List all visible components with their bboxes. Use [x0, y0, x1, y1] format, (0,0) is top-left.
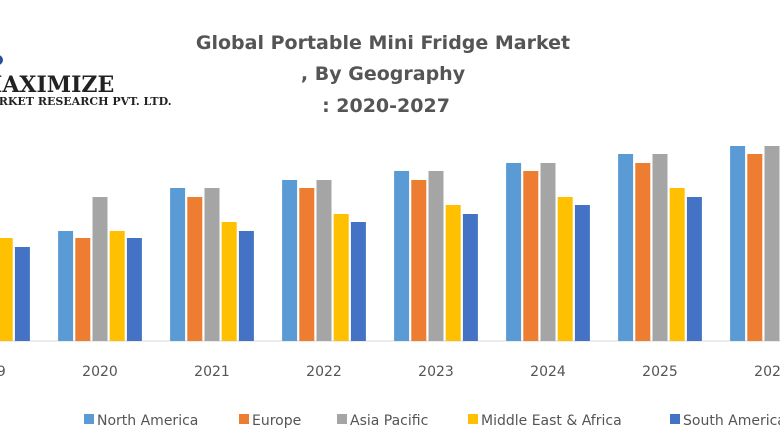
logo: MAXIMIZE MARKET RESEARCH PVT. LTD. — [0, 55, 172, 108]
title-line-2: , By Geography — [301, 63, 466, 85]
legend-label: Middle East & Africa — [481, 413, 622, 429]
bar-2023-north-america — [394, 171, 410, 341]
x-tick-2022: 2022 — [306, 364, 342, 380]
legend-item-asia-pacific: Asia Pacific — [337, 413, 428, 429]
title-line-1: Global Portable Mini Fridge Market — [196, 32, 570, 54]
legend-item-north-america: North America — [84, 413, 198, 429]
bar-2021-south-america — [238, 231, 254, 341]
bar-2025-europe — [635, 163, 651, 341]
legend-label: South America — [683, 413, 780, 429]
bar-2021-middle-east-africa — [221, 222, 237, 341]
bar-2026-europe — [747, 154, 763, 341]
bar-2025-asia-pacific — [652, 154, 668, 341]
bar-2022-north-america — [282, 180, 298, 341]
bar-2021-europe — [187, 197, 203, 341]
x-tick-2026: 2026 — [754, 364, 780, 380]
bar-2024-europe — [523, 171, 539, 341]
bar-2025-south-america — [686, 197, 702, 341]
bar-2021-north-america — [170, 188, 186, 341]
bar-2023-europe — [411, 180, 427, 341]
legend-label: Asia Pacific — [350, 413, 428, 429]
bars — [0, 146, 780, 341]
legend-swatch — [337, 414, 347, 424]
legend-swatch — [468, 414, 478, 424]
legend-label: Europe — [252, 413, 301, 429]
bar-2025-north-america — [618, 154, 634, 341]
bar-2020-north-america — [58, 231, 74, 341]
bar-2022-south-america — [350, 222, 366, 341]
x-tick-2021: 2021 — [194, 364, 230, 380]
bar-2026-asia-pacific — [764, 146, 780, 341]
legend-item-europe: Europe — [239, 413, 301, 429]
bar-2020-south-america — [126, 238, 142, 341]
bar-2019-south-america — [14, 247, 30, 341]
bar-2022-europe — [299, 188, 315, 341]
bar-2021-asia-pacific — [204, 188, 220, 341]
legend-label: North America — [97, 413, 198, 429]
logo-mark — [0, 55, 3, 65]
bar-2019-middle-east-africa — [0, 238, 13, 341]
bar-2024-south-america — [574, 205, 590, 341]
bar-2023-middle-east-africa — [445, 205, 461, 341]
bar-2020-europe — [75, 238, 91, 341]
legend-item-middle-east-africa: Middle East & Africa — [468, 413, 622, 429]
bar-2026-north-america — [730, 146, 746, 341]
x-tick-2020: 2020 — [82, 364, 118, 380]
x-tick-2025: 2025 — [642, 364, 678, 380]
x-tick-2023: 2023 — [418, 364, 454, 380]
logo-line1: MAXIMIZE — [0, 72, 114, 98]
chart-title: Global Portable Mini Fridge Market , By … — [196, 32, 570, 117]
x-tick-2024: 2024 — [530, 364, 566, 380]
bar-2024-asia-pacific — [540, 163, 556, 341]
bar-2023-asia-pacific — [428, 171, 444, 341]
x-tick-2019: 2019 — [0, 364, 6, 380]
legend-swatch — [84, 414, 94, 424]
bar-2025-middle-east-africa — [669, 188, 685, 341]
legend-swatch — [670, 414, 680, 424]
x-tick-labels: 2019 2020 2021 2022 2023 2024 2025 2026 — [0, 364, 780, 380]
bar-2020-asia-pacific — [92, 197, 108, 341]
legend-swatch — [239, 414, 249, 424]
bar-2023-south-america — [462, 214, 478, 341]
bar-2020-middle-east-africa — [109, 231, 125, 341]
bar-2024-middle-east-africa — [557, 197, 573, 341]
bar-2022-middle-east-africa — [333, 214, 349, 341]
bar-2024-north-america — [506, 163, 522, 341]
title-line-3: : 2020-2027 — [322, 95, 450, 117]
logo-line2: MARKET RESEARCH PVT. LTD. — [0, 95, 172, 108]
bar-2022-asia-pacific — [316, 180, 332, 341]
legend: North America Europe Asia Pacific Middle Ea… — [84, 413, 780, 429]
legend-item-south-america: South America — [670, 413, 780, 429]
